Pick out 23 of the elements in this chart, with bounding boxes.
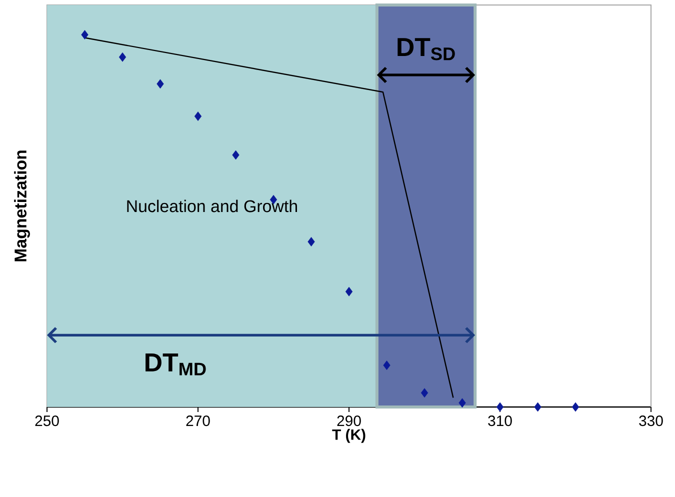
x-tick-label: 310 <box>488 416 512 426</box>
point <box>308 237 315 246</box>
point <box>81 30 88 40</box>
point <box>534 402 542 412</box>
point <box>194 112 202 121</box>
x-tick-label: 250 <box>35 416 59 426</box>
point <box>156 79 164 89</box>
point <box>458 398 466 408</box>
annotation: DT$_{SD}$ <box>398 38 455 60</box>
point <box>345 286 353 296</box>
point <box>420 388 428 398</box>
point <box>383 360 390 370</box>
point <box>496 402 504 412</box>
x-tick-label: 330 <box>639 416 663 426</box>
point <box>232 150 240 160</box>
annotation: DT$_{MD}$ <box>146 354 206 376</box>
annotation: Nucleation and Growth <box>127 200 297 212</box>
y-axis-title: Magnetization <box>14 150 30 262</box>
x-axis-title: T (K) <box>332 428 366 443</box>
x-tick-label: 290 <box>337 416 361 426</box>
point <box>118 52 126 62</box>
x-tick-label: 270 <box>186 416 210 426</box>
point <box>572 402 580 412</box>
